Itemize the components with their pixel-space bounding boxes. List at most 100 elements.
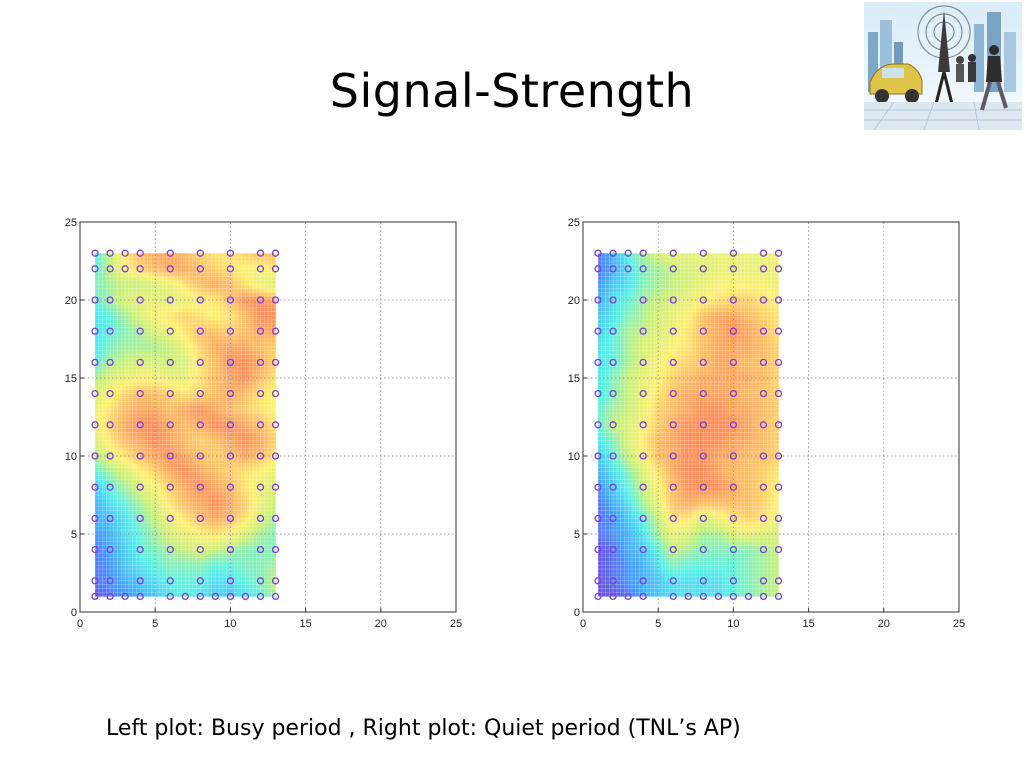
- left-heat-cell: [260, 401, 265, 406]
- right-heat-cell: [703, 557, 708, 562]
- right-heat-cell: [737, 573, 742, 578]
- left-heat-cell: [166, 530, 171, 535]
- left-heat-cell: [249, 362, 254, 367]
- left-heat-cell: [128, 487, 133, 492]
- left-heat-cell: [207, 459, 212, 465]
- left-heat-cell: [256, 584, 261, 589]
- left-heat-cell: [95, 463, 100, 469]
- left-heat-cell: [207, 389, 212, 394]
- left-heat-cell: [102, 401, 107, 406]
- left-heat-cell: [271, 588, 276, 593]
- left-heat-cell: [271, 510, 276, 515]
- left-heat-cell: [166, 280, 171, 285]
- left-heat-cell: [256, 327, 261, 332]
- left-heat-cell: [245, 545, 250, 550]
- left-heat-cell: [155, 417, 160, 422]
- left-heat-cell: [271, 475, 276, 480]
- left-heat-cell: [121, 264, 126, 270]
- left-heat-cell: [189, 401, 194, 406]
- left-heat-cell: [268, 576, 273, 582]
- left-heat-cell: [237, 471, 243, 476]
- left-heat-cell: [128, 409, 133, 414]
- left-heat-cell: [226, 459, 231, 465]
- left-heat-cell: [132, 366, 137, 371]
- left-heat-cell: [241, 417, 246, 422]
- left-heat-cell: [125, 436, 130, 441]
- left-heat-cell: [177, 459, 182, 465]
- left-heat-cell: [271, 307, 276, 313]
- left-heat-cell: [136, 448, 141, 453]
- left-heat-cell: [158, 491, 164, 496]
- left-heat-cell: [113, 342, 118, 348]
- left-heat-cell: [121, 456, 126, 461]
- left-heat-cell: [162, 381, 167, 387]
- left-heat-cell: [143, 463, 149, 469]
- left-heat-cell: [234, 506, 239, 511]
- left-heat-cell: [264, 284, 269, 289]
- left-heat-cell: [140, 417, 145, 422]
- left-heat-cell: [192, 553, 197, 558]
- left-heat-cell: [98, 518, 103, 523]
- left-heat-cell: [117, 319, 122, 324]
- left-heat-cell: [256, 565, 261, 570]
- left-heat-cell: [158, 339, 164, 344]
- left-heat-cell: [219, 514, 224, 519]
- left-heat-cell: [170, 537, 175, 543]
- left-heat-cell: [226, 498, 231, 504]
- left-heat-cell: [271, 284, 276, 289]
- left-heat-cell: [128, 354, 133, 359]
- left-heat-cell: [128, 444, 133, 449]
- left-heat-cell: [226, 526, 231, 531]
- left-heat-cell: [158, 346, 164, 352]
- left-heat-cell: [128, 284, 133, 289]
- left-heat-cell: [125, 588, 130, 593]
- left-heat-cell: [174, 549, 179, 554]
- left-heat-cell: [268, 346, 273, 352]
- left-heat-cell: [140, 444, 145, 449]
- left-heat-cell: [215, 491, 220, 496]
- left-heat-cell: [211, 522, 216, 527]
- left-heat-cell: [211, 573, 216, 578]
- left-heat-cell: [196, 495, 201, 500]
- left-heat-cell: [204, 483, 209, 488]
- left-measurement-marker: [196, 514, 204, 523]
- left-heat-cell: [234, 440, 239, 445]
- left-heat-cell: [207, 276, 212, 281]
- left-heat-cell: [166, 573, 171, 578]
- left-heat-cell: [147, 479, 152, 484]
- left-heat-cell: [256, 537, 261, 543]
- left-heat-cell: [215, 498, 220, 504]
- right-heat-cell: [609, 588, 614, 593]
- left-heat-cell: [264, 436, 269, 441]
- right-heat-cell: [658, 573, 663, 578]
- left-heat-cell: [252, 401, 258, 406]
- right-heat-cell: [722, 576, 727, 582]
- left-heat-cell: [207, 483, 212, 488]
- left-heat-cell: [147, 491, 152, 496]
- left-heat-cell: [271, 342, 276, 348]
- left-heat-cell: [234, 389, 239, 394]
- right-heat-cell: [684, 588, 689, 593]
- left-heat-cell: [140, 385, 145, 391]
- left-heat-cell: [125, 339, 130, 344]
- left-heat-cell: [177, 323, 182, 328]
- left-heat-cell: [136, 440, 141, 445]
- left-heat-cell: [271, 483, 276, 488]
- left-heat-cell: [211, 561, 216, 566]
- left-heat-cell: [140, 288, 145, 293]
- left-heat-cell: [200, 335, 205, 340]
- left-heat-cell: [204, 424, 209, 430]
- left-heat-cell: [110, 491, 115, 496]
- left-heat-cell: [98, 541, 103, 547]
- left-heat-cell: [106, 315, 111, 320]
- left-heat-cell: [170, 374, 175, 379]
- left-heat-cell: [128, 389, 133, 394]
- left-heat-cell: [147, 385, 152, 391]
- left-heat-cell: [192, 366, 197, 371]
- right-heat-cell: [729, 557, 734, 562]
- left-heat-cell: [136, 537, 141, 543]
- left-heat-cell: [102, 358, 107, 363]
- right-heat-cell: [718, 569, 723, 574]
- left-heat-cell: [113, 296, 118, 301]
- left-heat-cell: [132, 311, 137, 316]
